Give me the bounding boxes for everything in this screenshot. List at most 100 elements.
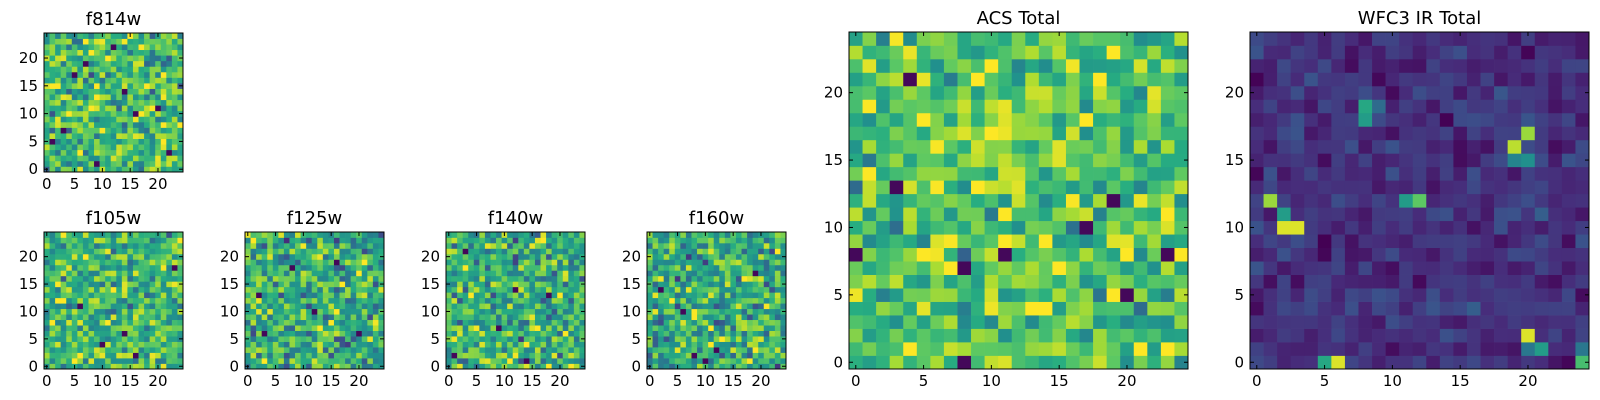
heatmap-cell [289, 330, 296, 337]
heatmap-cell [1575, 112, 1590, 127]
heatmap-cell [1372, 261, 1386, 275]
heatmap-cell [523, 363, 530, 370]
heatmap-cell [1344, 166, 1359, 181]
heatmap-cell [149, 297, 156, 304]
heatmap-cell [71, 341, 78, 348]
heatmap-cell [283, 259, 290, 266]
heatmap-cell [166, 232, 173, 238]
heatmap-cell [71, 149, 78, 156]
heatmap-cell [272, 275, 279, 282]
heatmap-cell [149, 44, 156, 51]
heatmap-cell [1385, 328, 1400, 343]
heatmap-cell [160, 308, 167, 315]
heatmap-cell [160, 325, 167, 331]
heatmap-cell [1317, 72, 1332, 87]
heatmap-cell [99, 138, 106, 145]
heatmap-cell [998, 288, 1013, 302]
heatmap-cell [719, 297, 726, 304]
heatmap-cell [1025, 207, 1040, 222]
axes-frame [646, 231, 787, 370]
heatmap-cell [484, 336, 491, 342]
heatmap-cell [256, 281, 263, 288]
heatmap-cell [356, 336, 363, 342]
heatmap-cell [127, 336, 134, 342]
heatmap-cell [1480, 99, 1495, 114]
heatmap-cell [306, 281, 313, 288]
heatmap-cell [345, 232, 351, 238]
heatmap-cell [138, 149, 145, 156]
heatmap-cell [333, 336, 340, 342]
heatmap-cell [1160, 207, 1175, 222]
heatmap-cell [127, 44, 134, 51]
heatmap-cell [507, 336, 514, 342]
heatmap-cell [1160, 193, 1175, 208]
heatmap-cell [1331, 288, 1346, 302]
heatmap-cell [155, 105, 162, 112]
heatmap-cell [88, 319, 95, 326]
heatmap-cell [758, 303, 765, 310]
heatmap-cell [1147, 85, 1162, 100]
heatmap-cell [1160, 315, 1175, 329]
heatmap-cell [971, 139, 985, 154]
heatmap-cell [1561, 247, 1576, 262]
heatmap-cell [105, 127, 112, 134]
heatmap-cell [685, 363, 692, 370]
heatmap-cell [71, 155, 78, 162]
heatmap-cell [1174, 153, 1189, 168]
heatmap-cell [272, 292, 279, 299]
heatmap-cell [283, 358, 290, 364]
heatmap-cell [1263, 193, 1278, 208]
heatmap-cell [484, 297, 491, 304]
heatmap-cell [88, 297, 95, 304]
heatmap-cell [245, 259, 251, 266]
heatmap-cell [361, 237, 368, 244]
heatmap-cell [278, 325, 285, 331]
heatmap-cell [66, 270, 73, 277]
heatmap-cell [889, 139, 904, 154]
heatmap-cell [149, 352, 156, 359]
heatmap-cell [94, 160, 100, 167]
heatmap-cell [1290, 207, 1305, 222]
heatmap-cell [44, 237, 50, 244]
heatmap-cell [1133, 342, 1148, 356]
heatmap-cell [105, 275, 112, 282]
heatmap-cell [144, 270, 150, 277]
heatmap-cell [339, 308, 346, 315]
heatmap-cell [490, 270, 497, 277]
heatmap-cell [1385, 85, 1400, 100]
heatmap-cell [647, 319, 653, 326]
heatmap-cell [105, 121, 112, 128]
heatmap-cell [1358, 234, 1373, 249]
heatmap-cell [741, 242, 748, 249]
heatmap-cell [518, 237, 525, 244]
heatmap-cell [1011, 247, 1026, 262]
heatmap-cell [573, 232, 580, 238]
heatmap-cell [138, 38, 145, 45]
heatmap-cell [1304, 301, 1319, 316]
heatmap-cell [540, 325, 547, 331]
heatmap-cell [774, 330, 781, 337]
heatmap-cell [94, 44, 100, 51]
heatmap-cell [49, 253, 56, 260]
heatmap-cell [663, 237, 670, 244]
heatmap-cell [1453, 261, 1468, 275]
heatmap-cell [501, 275, 508, 282]
heatmap-cell [245, 303, 251, 310]
heatmap-cell [250, 325, 257, 331]
heatmap-cell [1412, 328, 1427, 343]
heatmap-cell [551, 314, 558, 321]
heatmap-cell [1358, 207, 1373, 222]
heatmap-cell [1439, 288, 1454, 302]
heatmap-cell [160, 358, 167, 364]
heatmap-cell [849, 301, 863, 316]
heatmap-cell [272, 358, 279, 364]
heatmap-cell [446, 303, 452, 310]
heatmap-cell [116, 66, 123, 73]
heatmap-cell [171, 77, 178, 84]
heatmap-cell [1025, 328, 1040, 343]
heatmap-cell [697, 297, 703, 304]
heatmap-cell [702, 341, 709, 348]
heatmap-cell [272, 259, 279, 266]
heatmap-cell [957, 328, 972, 343]
heatmap-cell [116, 308, 123, 315]
